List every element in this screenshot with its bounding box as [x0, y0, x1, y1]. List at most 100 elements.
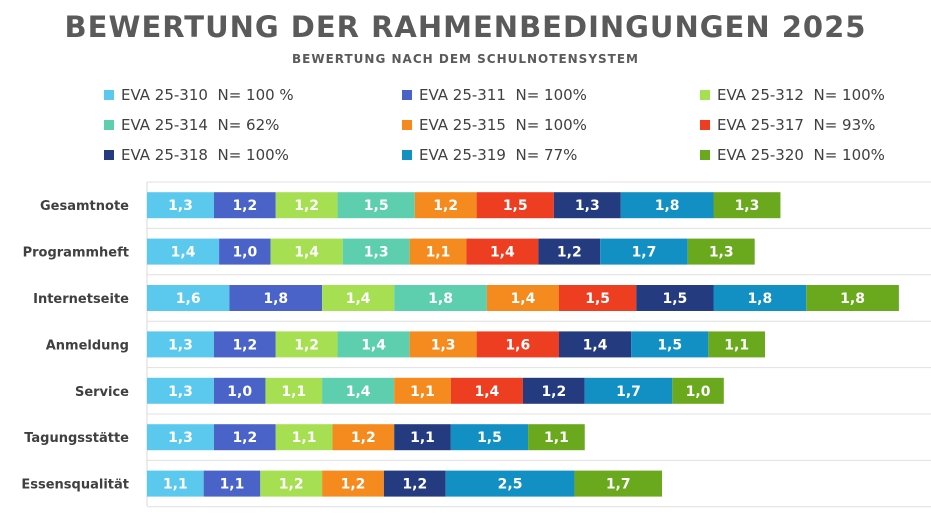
bar-segment: [394, 285, 487, 311]
legend-swatch: [104, 120, 114, 130]
bar-segment: [275, 192, 338, 219]
data-label: 1,5: [657, 337, 682, 353]
data-label: 1,4: [346, 384, 371, 400]
data-label: 1,1: [426, 245, 451, 261]
category-label: Service: [75, 385, 129, 400]
chart-subtitle: BEWERTUNG NACH DEM SCHULNOTENSYSTEM: [292, 52, 639, 66]
data-label: 1,1: [544, 430, 569, 446]
bar-segment: [476, 192, 554, 219]
data-label: 1,0: [686, 384, 711, 400]
bar-segment: [322, 285, 395, 311]
bar-segment: [466, 238, 539, 265]
bar-segment: [445, 470, 575, 497]
data-label: 1,1: [724, 337, 749, 353]
data-label: 1,7: [632, 245, 657, 261]
bar-segment: [584, 377, 673, 404]
bar-segment: [147, 470, 204, 497]
legend-item: EVA 25-317 N= 93%: [700, 116, 875, 134]
data-label: 1,8: [428, 291, 453, 307]
data-label: 1,3: [364, 245, 389, 261]
bar-segment: [337, 192, 415, 219]
data-label: 1,4: [511, 291, 536, 307]
data-label: 1,3: [709, 245, 734, 261]
data-label: 1,2: [232, 198, 257, 214]
legend-swatch: [402, 90, 412, 100]
category-label: Internetseite: [33, 292, 129, 307]
data-label: 1,5: [662, 291, 687, 307]
bar-segment: [620, 192, 714, 219]
data-label: 1,3: [168, 337, 193, 353]
legend-label: EVA 25-319 N= 77%: [419, 146, 578, 164]
bar-segment: [522, 377, 585, 404]
data-label: 1,0: [232, 245, 257, 261]
legend-label: EVA 25-312 N= 100%: [717, 86, 885, 104]
bar-segment: [147, 424, 214, 451]
data-label: 1,8: [655, 198, 680, 214]
bar-segment: [213, 192, 276, 219]
legend-swatch: [104, 150, 114, 160]
bar-segment: [672, 377, 724, 404]
bar-segment: [708, 331, 765, 358]
legend-label: EVA 25-317 N= 93%: [717, 116, 876, 134]
data-label: 1,4: [474, 384, 499, 400]
data-label: 1,3: [168, 198, 193, 214]
data-label: 1,5: [477, 430, 502, 446]
bar-segment: [213, 424, 276, 451]
category-label: Tagungsstätte: [24, 431, 129, 446]
bar-segment: [337, 331, 410, 358]
data-label: 1,1: [410, 384, 435, 400]
data-label: 1,1: [220, 477, 245, 493]
bar-segment: [342, 238, 410, 265]
bar-segment: [383, 470, 446, 497]
data-label: 1,1: [281, 384, 306, 400]
data-label: 1,2: [232, 430, 257, 446]
bar-segment: [409, 238, 467, 265]
bar-segment: [713, 285, 807, 311]
bar-segment: [553, 192, 621, 219]
data-label: 1,5: [364, 198, 389, 214]
bar-segment: [270, 238, 343, 265]
data-label: 1,6: [505, 337, 530, 353]
legend-swatch: [700, 120, 710, 130]
data-label: 1,8: [747, 291, 772, 307]
bar-segment: [213, 377, 266, 404]
bar-segment: [213, 331, 276, 358]
bar-segment: [275, 424, 333, 451]
bar-segment: [538, 238, 601, 265]
data-label: 1,3: [575, 198, 600, 214]
data-label: 1,7: [606, 477, 631, 493]
bar-segment: [260, 470, 323, 497]
bar-segment: [147, 377, 214, 404]
bar-segment: [332, 424, 395, 451]
data-label: 1,4: [294, 245, 319, 261]
data-label: 1,4: [171, 245, 196, 261]
data-label: 1,2: [279, 477, 304, 493]
bar-segment: [476, 331, 559, 358]
bar-segment: [409, 331, 477, 358]
data-label: 1,0: [227, 384, 252, 400]
bar-segment: [450, 377, 523, 404]
bar-segment: [219, 238, 271, 265]
legend-swatch: [402, 150, 412, 160]
bar-segment: [203, 470, 261, 497]
data-label: 1,5: [503, 198, 528, 214]
bar-segment: [147, 192, 214, 219]
legend-item: EVA 25-310 N= 100 %: [104, 86, 294, 104]
data-label: 1,2: [232, 337, 257, 353]
legend-item: EVA 25-320 N= 100%: [700, 146, 885, 164]
bar-segment: [147, 331, 214, 358]
legend: EVA 25-310 N= 100 % EVA 25-311 N= 100% EVA…: [0, 0, 931, 170]
bar-segment: [806, 285, 899, 311]
data-label: 1,1: [292, 430, 317, 446]
data-label: 1,4: [346, 291, 371, 307]
data-label: 1,4: [490, 245, 515, 261]
category-label: Gesamtnote: [40, 199, 129, 214]
bar-segment: [322, 377, 395, 404]
legend-label: EVA 25-311 N= 100%: [419, 86, 587, 104]
data-label: 1,8: [840, 291, 865, 307]
chart-title: BEWERTUNG DER RAHMENBEDINGUNGEN 2025: [64, 10, 867, 44]
bar-segment: [322, 470, 384, 497]
data-label: 1,1: [410, 430, 435, 446]
category-label: Anmeldung: [46, 338, 129, 353]
data-label: 1,5: [585, 291, 610, 307]
